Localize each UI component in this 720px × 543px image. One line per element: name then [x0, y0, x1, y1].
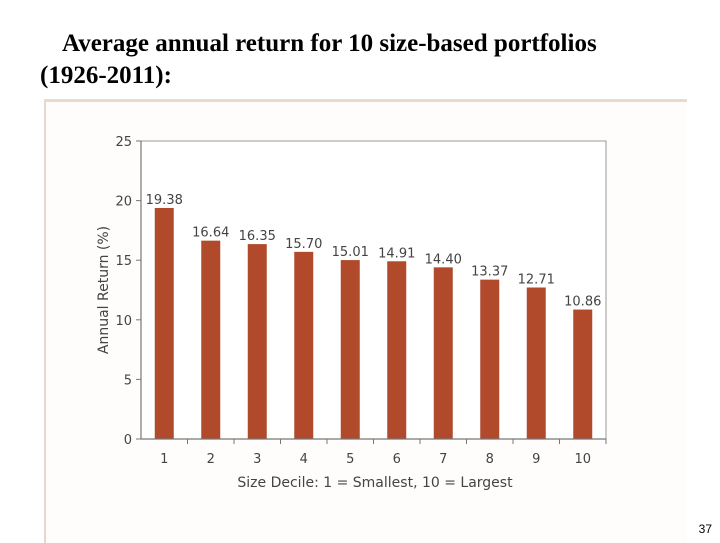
- data-label: 14.40: [425, 252, 462, 267]
- y-tick-label: 5: [124, 373, 132, 388]
- data-label: 16.35: [239, 229, 276, 244]
- bar: [433, 267, 453, 439]
- y-tick-label: 20: [115, 195, 132, 210]
- title-line-2: (1926-2011):: [40, 62, 172, 89]
- bar: [340, 260, 360, 439]
- data-label: 13.37: [471, 265, 508, 280]
- y-tick-label: 10: [115, 314, 132, 329]
- page-number: 37: [698, 522, 712, 536]
- x-tick-label: 7: [439, 452, 447, 467]
- labels-group: 19.38 1 16.64 2 16.35 3 15.70 4 15.01 5 14.91 6 14.4…: [115, 135, 601, 467]
- bar: [247, 244, 267, 439]
- data-label: 10.86: [564, 295, 601, 310]
- data-label: 14.91: [378, 246, 415, 261]
- x-tick-label: 1: [160, 452, 168, 467]
- x-tick-label: 4: [300, 452, 308, 467]
- data-label: 15.01: [332, 245, 369, 260]
- data-label: 15.70: [285, 237, 322, 252]
- bar: [480, 279, 500, 439]
- bar: [154, 207, 174, 439]
- x-tick-label: 6: [393, 452, 401, 467]
- slide-title: Average annual return for 10 size-based …: [40, 28, 690, 92]
- data-label: 19.38: [146, 193, 183, 208]
- bar: [387, 261, 407, 439]
- data-label: 12.71: [518, 272, 555, 287]
- x-tick-label: 8: [486, 452, 494, 467]
- y-axis-title: Annual Return (%): [96, 226, 112, 354]
- axes-group: [136, 140, 607, 444]
- y-tick-label: 0: [124, 433, 132, 448]
- bars-group: [154, 207, 593, 439]
- bar: [573, 309, 593, 439]
- bar: [201, 240, 221, 439]
- x-tick-label: 9: [532, 452, 540, 467]
- bar: [526, 287, 546, 439]
- data-label: 16.64: [192, 226, 229, 241]
- y-tick-label: 15: [115, 254, 132, 269]
- x-axis-title: Size Decile: 1 = Smallest, 10 = Largest: [237, 475, 513, 491]
- x-tick-label: 2: [207, 452, 215, 467]
- title-line-1: Average annual return for 10 size-based …: [62, 30, 597, 57]
- y-tick-label: 25: [115, 135, 132, 150]
- x-tick-label: 10: [574, 452, 591, 467]
- bar: [294, 251, 314, 439]
- x-tick-label: 3: [253, 452, 261, 467]
- x-tick-label: 5: [346, 452, 354, 467]
